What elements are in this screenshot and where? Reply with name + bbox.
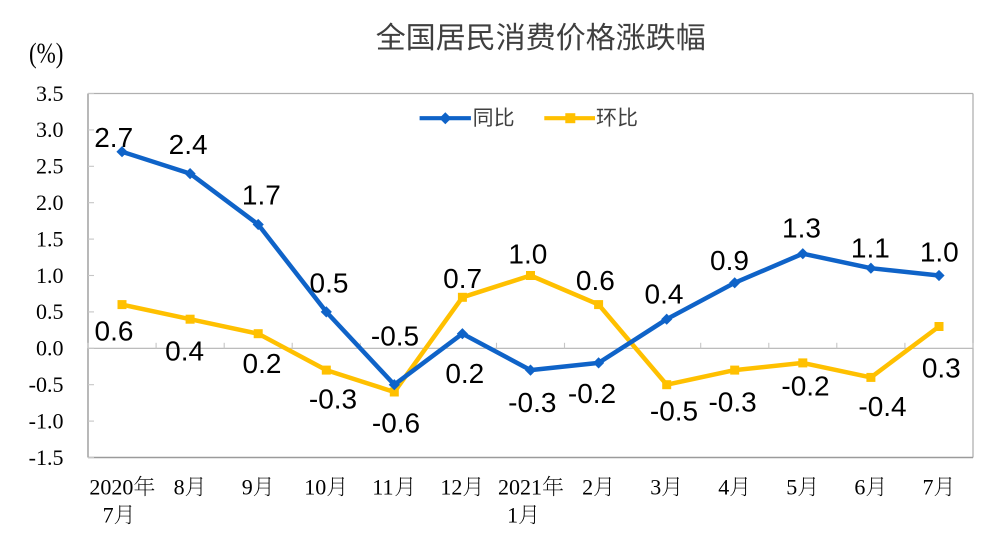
svg-text:1.1: 1.1 — [851, 233, 890, 264]
svg-text:0.6: 0.6 — [576, 265, 615, 296]
svg-text:-0.6: -0.6 — [372, 408, 420, 439]
svg-text:1.0: 1.0 — [36, 263, 64, 288]
svg-text:5: 5 — [786, 475, 797, 500]
svg-text:8: 8 — [174, 475, 185, 500]
svg-text:0.6: 0.6 — [95, 316, 134, 347]
svg-text:12: 12 — [440, 475, 462, 500]
svg-text:0.3: 0.3 — [922, 352, 961, 383]
svg-text:0.5: 0.5 — [310, 267, 349, 298]
svg-text:7: 7 — [923, 475, 934, 500]
svg-text:0.4: 0.4 — [645, 278, 684, 309]
svg-text:0.2: 0.2 — [243, 348, 282, 379]
svg-text:0.7: 0.7 — [443, 263, 482, 294]
svg-text:9: 9 — [242, 475, 253, 500]
svg-text:-0.3: -0.3 — [508, 387, 556, 418]
svg-text:-0.3: -0.3 — [309, 384, 357, 415]
svg-text:1.0: 1.0 — [508, 239, 547, 270]
svg-text:2.7: 2.7 — [94, 122, 133, 153]
svg-text:2021: 2021 — [498, 475, 542, 500]
svg-text:-0.5: -0.5 — [650, 396, 698, 427]
svg-text:7: 7 — [103, 503, 114, 528]
svg-text:-1.5: -1.5 — [29, 445, 64, 470]
svg-text:1.5: 1.5 — [36, 226, 64, 251]
svg-text:(%): (%) — [29, 37, 63, 69]
svg-text:1.0: 1.0 — [920, 237, 959, 268]
svg-text:11: 11 — [372, 475, 393, 500]
svg-text:2: 2 — [582, 475, 593, 500]
svg-text:-0.3: -0.3 — [708, 387, 756, 418]
svg-text:2.5: 2.5 — [36, 154, 64, 179]
svg-text:-0.5: -0.5 — [29, 372, 64, 397]
svg-text:1: 1 — [507, 503, 518, 528]
svg-text:0.9: 0.9 — [710, 245, 749, 276]
svg-text:1.3: 1.3 — [782, 212, 821, 243]
svg-text:-0.2: -0.2 — [568, 378, 616, 409]
svg-text:3.5: 3.5 — [36, 81, 64, 106]
svg-text:2.0: 2.0 — [36, 190, 64, 215]
svg-text:1.7: 1.7 — [242, 180, 281, 211]
svg-text:6: 6 — [854, 475, 865, 500]
svg-text:10: 10 — [304, 475, 326, 500]
svg-text:-1.0: -1.0 — [29, 408, 64, 433]
svg-text:3: 3 — [650, 475, 661, 500]
svg-text:2.4: 2.4 — [169, 129, 208, 160]
svg-text:3.0: 3.0 — [36, 117, 64, 142]
svg-text:2020: 2020 — [89, 475, 133, 500]
svg-text:-0.4: -0.4 — [858, 391, 906, 422]
svg-text:0.2: 0.2 — [445, 358, 484, 389]
svg-text:4: 4 — [718, 475, 729, 500]
svg-text:0.5: 0.5 — [36, 299, 64, 324]
svg-text:0.4: 0.4 — [165, 335, 204, 366]
svg-text:-0.2: -0.2 — [781, 371, 829, 402]
svg-text:0.0: 0.0 — [36, 336, 64, 361]
svg-text:-0.5: -0.5 — [371, 320, 419, 351]
